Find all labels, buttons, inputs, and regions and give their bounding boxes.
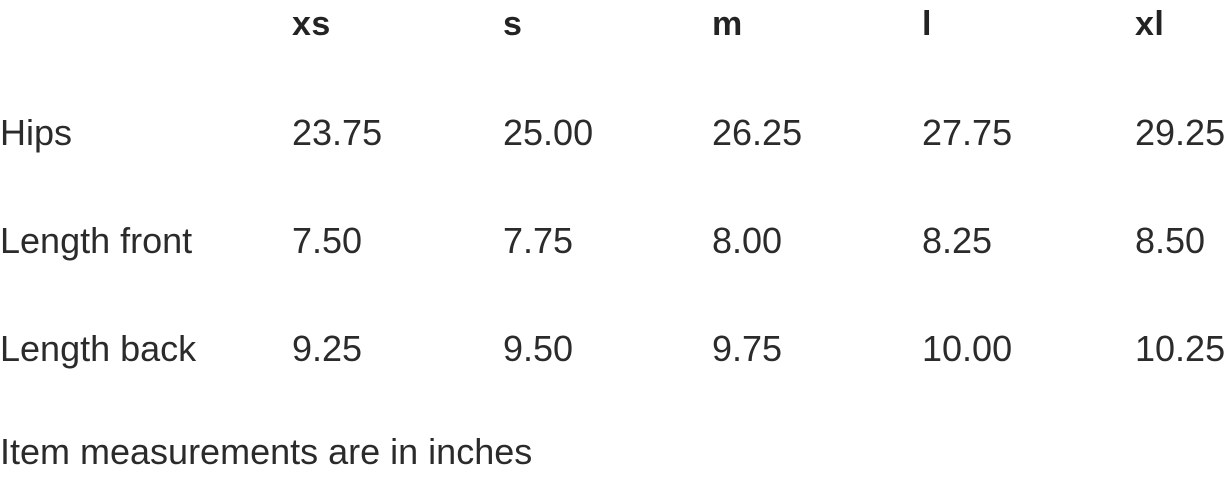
column-header-l: l — [922, 5, 932, 43]
cell-hips-m: 26.25 — [712, 112, 803, 153]
cell-hips-xl: 29.25 — [1135, 112, 1226, 153]
cell-length-front-xs: 7.50 — [292, 220, 363, 261]
cell-length-back-xs: 9.25 — [292, 328, 363, 369]
cell-length-front-m: 8.00 — [712, 220, 783, 261]
table-row-length-front: Length front 7.50 7.75 8.00 8.25 8.50 — [0, 187, 1227, 295]
cell-hips-l: 27.75 — [922, 112, 1013, 153]
cell-length-back-m: 9.75 — [712, 328, 783, 369]
column-header-s: s — [503, 5, 523, 43]
measurement-note: Item measurements are in inches — [0, 431, 533, 472]
table-row-length-back: Length back 9.25 9.50 9.75 10.00 10.25 — [0, 295, 1227, 403]
row-label-hips: Hips — [0, 112, 73, 153]
column-header-xs: xs — [292, 5, 331, 43]
cell-hips-xs: 23.75 — [292, 112, 383, 153]
size-chart-header-row: xs s m l xl — [0, 0, 1227, 79]
column-header-m: m — [712, 5, 743, 43]
row-label-length-back: Length back — [0, 328, 197, 369]
cell-length-front-xl: 8.50 — [1135, 220, 1206, 261]
cell-length-back-s: 9.50 — [503, 328, 574, 369]
cell-hips-s: 25.00 — [503, 112, 594, 153]
row-label-length-front: Length front — [0, 220, 193, 261]
column-header-xl: xl — [1135, 5, 1165, 43]
cell-length-front-s: 7.75 — [503, 220, 574, 261]
cell-length-back-l: 10.00 — [922, 328, 1013, 369]
measurement-note-row: Item measurements are in inches — [0, 403, 1227, 480]
cell-length-front-l: 8.25 — [922, 220, 993, 261]
cell-length-back-xl: 10.25 — [1135, 328, 1226, 369]
table-row-hips: Hips 23.75 25.00 26.25 27.75 29.25 — [0, 79, 1227, 187]
